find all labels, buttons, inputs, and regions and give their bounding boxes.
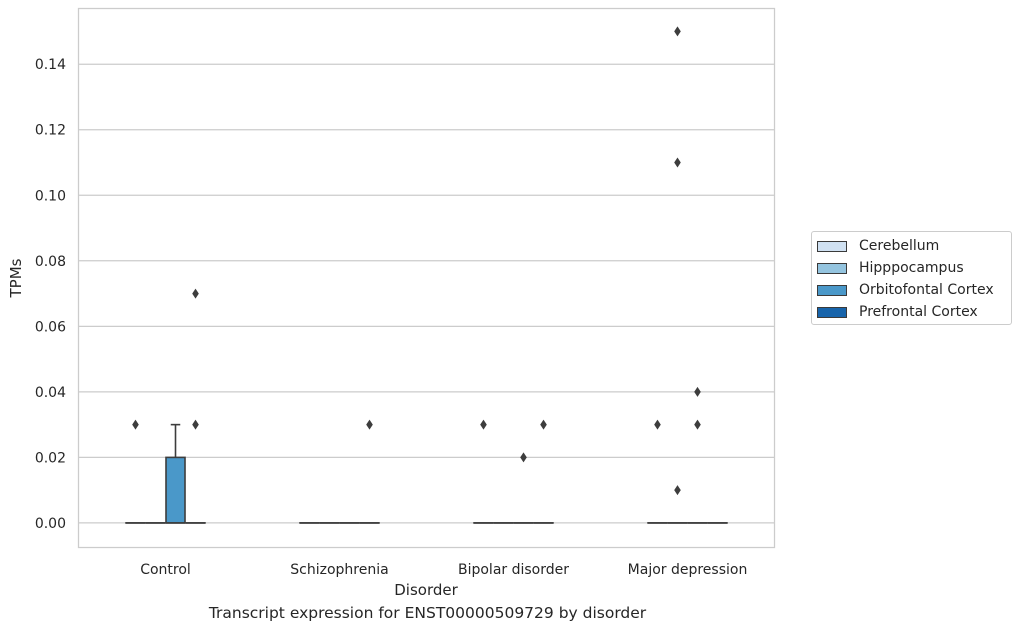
outlier-point — [540, 419, 547, 430]
outlier-point — [366, 419, 373, 430]
x-tick-label-major-depression: Major depression — [628, 562, 748, 578]
x-tick-labels: Control Schizophrenia Bipolar disorder Majo… — [140, 562, 747, 578]
y-tick-label: 0.08 — [35, 254, 66, 270]
y-tick-label: 0.10 — [35, 188, 66, 204]
outlier-point — [480, 419, 487, 430]
box-major-depression-orbitofontal-cortex — [687, 386, 708, 524]
box-major-depression-hipppocampus — [667, 26, 688, 524]
box-bipolar-disorder-orbitofontal-cortex — [513, 452, 534, 524]
y-tick-labels: 0.00 0.02 0.04 0.06 0.08 0.10 0.12 0.14 — [35, 57, 66, 532]
outlier-point — [694, 386, 701, 397]
box-control-prefrontal-cortex — [185, 288, 206, 524]
outlier-point — [674, 157, 681, 168]
outlier-point — [694, 419, 701, 430]
y-tick-label: 0.00 — [35, 516, 66, 532]
x-tick-label-bipolar-disorder: Bipolar disorder — [458, 562, 569, 578]
box-major-depression-cerebellum — [647, 419, 668, 524]
outlier-point — [674, 26, 681, 37]
outlier-point — [192, 288, 199, 299]
outlier-point — [674, 485, 681, 496]
y-tick-label: 0.06 — [35, 319, 66, 335]
legend-item-orbitofrontal-cortex: Orbitofontal Cortex — [817, 281, 994, 299]
legend-swatch-cerebellum — [817, 240, 847, 252]
outlier-point — [192, 419, 199, 430]
legend-label-orbitofrontal-cortex: Orbitofontal Cortex — [859, 282, 994, 298]
y-tick-label: 0.14 — [35, 57, 66, 73]
legend-label-hippocampus: Hipppocampus — [859, 260, 964, 276]
box-bipolar-disorder-prefrontal-cortex — [533, 419, 554, 524]
plot-area-frame — [77, 7, 776, 549]
box-control-orbitofontal-cortex — [165, 423, 186, 524]
chart-caption: Transcript expression for ENST0000050972… — [208, 604, 647, 622]
legend-label-prefrontal-cortex: Prefrontal Cortex — [859, 304, 978, 320]
x-tick-label-control: Control — [140, 562, 191, 578]
box-control-cerebellum — [125, 419, 146, 524]
gridlines — [78, 63, 775, 524]
legend-swatch-orbitofrontal-cortex — [817, 284, 847, 296]
legend: Cerebellum Hipppocampus Orbitofontal Cor… — [811, 231, 1012, 325]
y-tick-label: 0.12 — [35, 123, 66, 139]
box-schizophrenia-prefrontal-cortex — [359, 419, 380, 524]
outlier-point — [654, 419, 661, 430]
legend-item-hippocampus: Hipppocampus — [817, 259, 964, 277]
legend-swatch-hippocampus — [817, 262, 847, 274]
legend-item-prefrontal-cortex: Prefrontal Cortex — [817, 303, 978, 321]
box-body — [165, 456, 186, 524]
y-axis-label: TPMs — [7, 258, 25, 298]
box-bipolar-disorder-cerebellum — [473, 419, 494, 524]
legend-item-cerebellum: Cerebellum — [817, 237, 939, 255]
outlier-point — [520, 452, 527, 463]
outlier-point — [132, 419, 139, 430]
boxes — [125, 26, 728, 524]
x-tick-label-schizophrenia: Schizophrenia — [290, 562, 388, 578]
y-tick-label: 0.04 — [35, 385, 66, 401]
x-axis-label: Disorder — [394, 581, 458, 599]
legend-swatch-prefrontal-cortex — [817, 306, 847, 318]
y-tick-label: 0.02 — [35, 450, 66, 466]
legend-label-cerebellum: Cerebellum — [859, 238, 940, 254]
